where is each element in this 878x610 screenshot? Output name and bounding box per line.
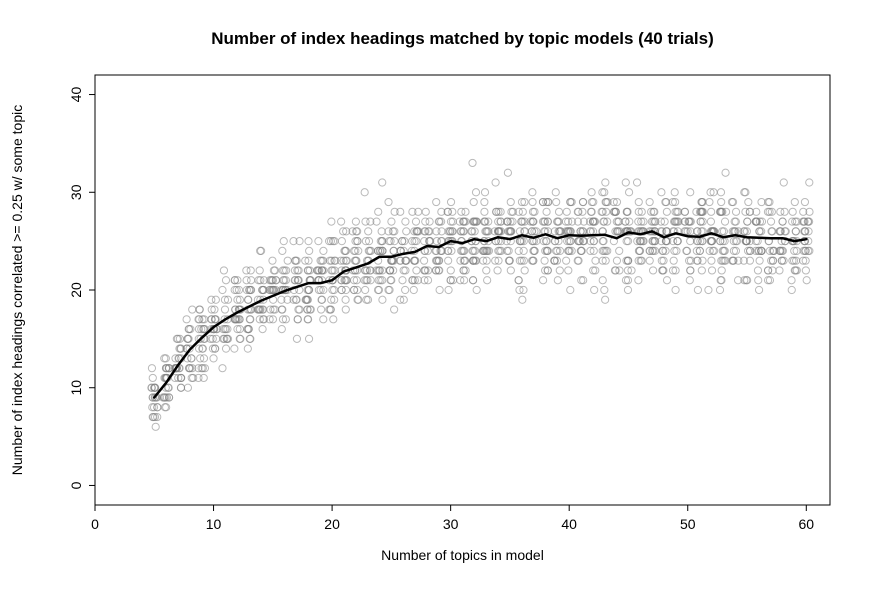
y-tick-label: 40 [68, 87, 84, 103]
chart-title: Number of index headings matched by topi… [211, 29, 714, 48]
x-axis-label: Number of topics in model [381, 547, 544, 563]
chart-background [0, 0, 878, 610]
x-tick-label: 40 [561, 516, 577, 532]
x-tick-label: 30 [443, 516, 459, 532]
x-tick-label: 10 [206, 516, 222, 532]
y-tick-label: 10 [68, 380, 84, 396]
y-tick-label: 0 [68, 481, 84, 489]
y-tick-label: 30 [68, 184, 84, 200]
x-tick-label: 60 [799, 516, 815, 532]
chart: Number of index headings matched by topi… [0, 0, 878, 610]
x-tick-label: 50 [680, 516, 696, 532]
x-tick-label: 0 [91, 516, 99, 532]
x-tick-label: 20 [324, 516, 340, 532]
y-axis-label: Number of index headings correlated >= 0… [9, 105, 25, 475]
y-tick-label: 20 [68, 282, 84, 298]
